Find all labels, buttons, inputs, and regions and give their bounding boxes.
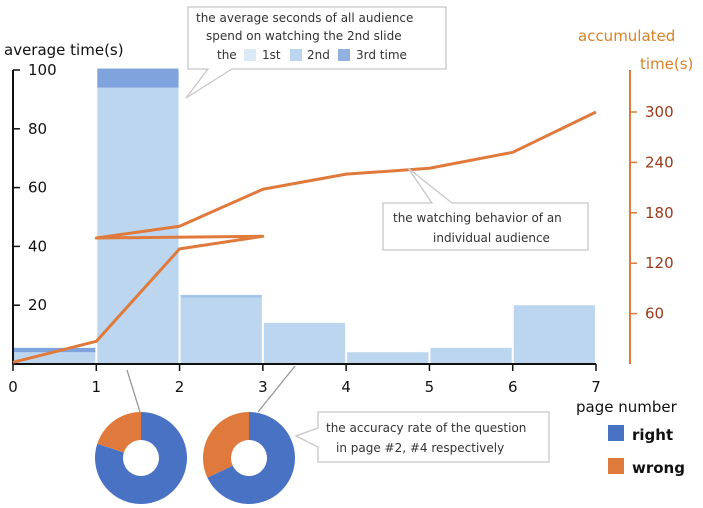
callout-bottom: the accuracy rate of the question in pag…	[294, 411, 550, 463]
legend-label-2nd: 2nd	[307, 48, 330, 62]
pie-page2-wrong-slice	[97, 412, 141, 453]
legend-swatch-3rd	[338, 49, 350, 61]
callout-middle-line1: the watching behavior of an	[393, 211, 562, 225]
right-axis-title-line2: time(s)	[640, 55, 693, 73]
x-tick-label: 3	[258, 378, 268, 396]
right-tick-label: 120	[645, 254, 674, 272]
legend-label-3rd: 3rd time	[356, 48, 407, 62]
right-tick-label: 300	[645, 103, 674, 121]
bar-page4-seg1	[263, 322, 346, 364]
legend-label-1st: 1st	[262, 48, 281, 62]
legend-right-label: right	[632, 426, 673, 444]
pie-page4-right-slice	[207, 412, 295, 505]
x-tick-label: 4	[341, 378, 351, 396]
bars-layer	[14, 68, 595, 364]
left-ticks: 20 40 60 80 100	[13, 61, 57, 365]
x-tick-label: 1	[92, 378, 102, 396]
callout-middle-line2: individual audience	[433, 231, 550, 245]
x-ticks: 0 1 2 3 4 5 6 7	[8, 364, 601, 396]
bar-page3-seg1	[180, 297, 262, 364]
x-tick-label: 6	[508, 378, 518, 396]
bar-page2-seg1	[97, 87, 179, 364]
legend-wrong-label: wrong	[632, 459, 685, 477]
x-tick-label: 7	[591, 378, 601, 396]
callout-bottom-line1: the accuracy rate of the question	[326, 421, 526, 435]
bar-page5-seg1	[347, 352, 429, 364]
legend-swatch-1st	[244, 49, 256, 61]
watching-behavior-line	[12, 110, 597, 364]
bar-page1-seg3	[14, 347, 96, 353]
bar-page1-seg1	[14, 352, 96, 364]
bar-page7-seg1	[513, 305, 595, 364]
left-tick-label: 40	[28, 237, 47, 255]
pie-pointer-page4	[257, 365, 296, 413]
pie-page2-right-slice	[95, 412, 187, 505]
right-ticks: 60 120 180 240 300	[630, 103, 674, 323]
left-axis-title: average time(s)	[4, 41, 124, 59]
x-tick-label: 5	[425, 378, 435, 396]
legend-swatch-2nd	[290, 49, 302, 61]
pies-layer	[95, 412, 295, 505]
callout-top: the average seconds of all audience spen…	[185, 6, 447, 99]
callout-middle: the watching behavior of an individual a…	[382, 167, 589, 251]
right-axis-title-line1: accumulated	[578, 27, 675, 45]
callout-top-line2: spend on watching the 2nd slide	[206, 29, 402, 43]
x-axis-title: page number	[576, 398, 678, 416]
bar-page2-seg3	[97, 68, 179, 88]
pie-pointer-page2	[126, 369, 141, 413]
left-tick-label: 80	[28, 120, 47, 138]
pie-page4-wrong-slice	[203, 412, 249, 478]
x-tick-label: 0	[8, 378, 18, 396]
callout-top-legend-prefix: the	[217, 48, 237, 62]
left-tick-label: 20	[28, 296, 47, 314]
legend-right-swatch	[608, 425, 624, 441]
legend-wrong-swatch	[608, 458, 624, 474]
right-tick-label: 240	[645, 153, 674, 171]
left-tick-label: 60	[28, 179, 47, 197]
left-tick-label: 100	[28, 61, 57, 79]
right-tick-label: 180	[645, 204, 674, 222]
callout-bottom-line2: in page #2, #4 respectively	[336, 441, 504, 455]
bar-page6-seg1	[430, 347, 512, 364]
callout-top-line1: the average seconds of all audience	[196, 11, 413, 25]
bar-page3-seg2	[180, 294, 262, 298]
x-tick-label: 2	[175, 378, 185, 396]
accuracy-legend: right wrong	[608, 425, 685, 477]
right-tick-label: 60	[645, 305, 664, 323]
